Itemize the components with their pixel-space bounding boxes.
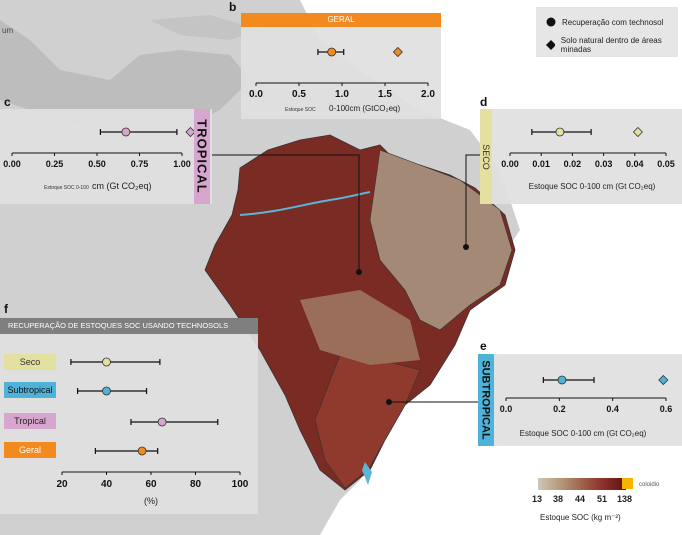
e-tick-label: 0.2 <box>553 404 566 414</box>
tag-seco: Seco <box>4 354 56 370</box>
colorbar-gradient <box>538 478 626 490</box>
cbar-tick-4: 138 <box>617 494 633 504</box>
b-tick-label: 2.0 <box>421 89 435 100</box>
b-tick-label: 1.0 <box>335 89 349 100</box>
panel-c-letter: c <box>4 95 11 109</box>
connector-tropical <box>212 154 360 272</box>
f-point <box>137 446 147 456</box>
diamond-icon <box>546 40 555 50</box>
caribbean-land <box>150 15 260 40</box>
corner-label: um <box>2 26 14 35</box>
f-point <box>102 386 111 396</box>
panel-d-side-label: SECO <box>480 109 492 204</box>
e-technosol-point <box>557 375 567 385</box>
panel-e-letter: e <box>480 339 487 353</box>
e-tick-label: 0.4 <box>606 404 619 414</box>
legend-technosol: Recuperação com technosol <box>546 17 663 27</box>
panel-d: 0.00 0.01 0.02 0.03 0.04 0.05 Estoque SOC 0-10… <box>480 109 682 204</box>
brazil-east-region <box>369 149 513 331</box>
panel-f-letter: f <box>4 302 8 316</box>
panel-c-chart: 0.00 0.25 0.50 0.75 1.00 Estoque SOC 0-100 cm … <box>3 126 196 191</box>
panel-b: GERAL 0.0 0.5 1.0 1.5 2.0 Estoque SOC 0-100cm … <box>241 13 441 119</box>
panel-e-chart: 0.0 0.2 0.4 0.6 Estoque SOC 0-100 cm (Gt CO₂… <box>500 374 673 438</box>
colorbar-label: Estoque SOC (kg m⁻²) <box>540 513 621 522</box>
tag-subtropical: Subtropical <box>4 382 56 398</box>
f-tick-label: 20 <box>56 479 68 490</box>
e-xlabel: Estoque SOC 0-100 cm (Gt CO₂eq) <box>520 429 647 438</box>
c-technosol-point <box>121 127 131 137</box>
panel-d-chart: 0.00 0.01 0.02 0.03 0.04 0.05 Estoque SOC 0-10… <box>501 126 675 191</box>
panel-f: RECUPERAÇÃO DE ESTOQUES SOC USANDO TECHN… <box>0 318 258 514</box>
d-tick-label: 0.04 <box>626 159 644 169</box>
f-tick-label: 80 <box>190 479 202 490</box>
b-xlabel-small: Estoque SOC <box>285 107 316 113</box>
c-natural-point <box>185 126 196 138</box>
cbar-tick-3: 51 <box>597 494 608 504</box>
coloriolo-label: coloidio <box>639 482 660 488</box>
f-point <box>102 357 111 367</box>
c-tick-label: 0.75 <box>131 159 149 169</box>
tag-tropical: Tropical <box>4 413 56 429</box>
lake-south <box>362 462 372 485</box>
river-amazon <box>239 191 371 216</box>
connector-seco <box>465 154 480 247</box>
f-tick-label: 40 <box>101 479 113 490</box>
b-technosol-point <box>327 47 337 57</box>
e-tick-label: 0.6 <box>660 404 673 414</box>
b-xlabel: 0-100cm (GtCO₂eq) <box>329 104 400 113</box>
b-tick-label: 0.0 <box>249 89 263 100</box>
coloriolo-swatch <box>622 478 633 489</box>
panel-e-side-label: SUBTROPICAL <box>478 354 494 446</box>
b-natural-point <box>392 46 403 58</box>
f-point <box>157 417 167 427</box>
d-technosol-point <box>555 127 565 137</box>
panel-b-header: GERAL <box>241 13 441 27</box>
d-xlabel: Estoque SOC 0-100 cm (Gt CO₂eq) <box>529 182 656 191</box>
c-tick-label: 1.00 <box>173 159 191 169</box>
brazil-central-region <box>300 290 420 365</box>
cbar-tick-2: 44 <box>575 494 586 504</box>
d-natural-point <box>632 126 643 138</box>
panel-c: 0.00 0.25 0.50 0.75 1.00 Estoque SOC 0-100 cm … <box>0 109 212 204</box>
panel-f-chart: 20 40 60 80 100 (%) <box>56 357 249 506</box>
c-tick-label: 0.25 <box>46 159 64 169</box>
panel-f-header: RECUPERAÇÃO DE ESTOQUES SOC USANDO TECHN… <box>0 318 258 334</box>
e-tick-label: 0.0 <box>500 404 513 414</box>
b-tick-label: 1.5 <box>378 89 392 100</box>
f-tick-label: 100 <box>232 479 249 490</box>
panel-b-letter: b <box>229 0 237 14</box>
f-tick-label: 60 <box>145 479 157 490</box>
panel-b-chart: 0.0 0.5 1.0 1.5 2.0 Estoque SOC 0-100cm (GtCO₂… <box>249 46 435 113</box>
d-tick-label: 0.02 <box>564 159 582 169</box>
panel-d-letter: d <box>480 95 488 109</box>
d-tick-label: 0.03 <box>595 159 613 169</box>
b-tick-label: 0.5 <box>292 89 306 100</box>
d-tick-label: 0.05 <box>657 159 675 169</box>
legend-natural: Solo natural dentro de áreas minadas <box>546 36 678 54</box>
filled-circle-icon <box>546 17 556 27</box>
legend: Recuperação com technosol Solo natural d… <box>536 7 678 57</box>
cbar-tick-0: 13 <box>532 494 543 504</box>
c-tick-label: 0.00 <box>3 159 21 169</box>
tag-geral: Geral <box>4 442 56 458</box>
central-america-land <box>0 20 250 135</box>
c-tick-label: 0.50 <box>88 159 106 169</box>
d-tick-label: 0.01 <box>532 159 550 169</box>
brazil-south-region <box>314 354 421 489</box>
panel-e: 0.0 0.2 0.4 0.6 Estoque SOC 0-100 cm (Gt CO₂… <box>478 354 682 446</box>
c-xlabel-small: Estoque SOC 0-100 <box>44 185 89 191</box>
cbar-tick-1: 38 <box>553 494 564 504</box>
panel-c-side-label: TROPICAL <box>194 109 210 204</box>
e-natural-point <box>658 374 669 386</box>
c-xlabel: cm (Gt CO₂eq) <box>92 181 152 191</box>
f-xlabel: (%) <box>144 496 158 506</box>
d-tick-label: 0.00 <box>501 159 519 169</box>
